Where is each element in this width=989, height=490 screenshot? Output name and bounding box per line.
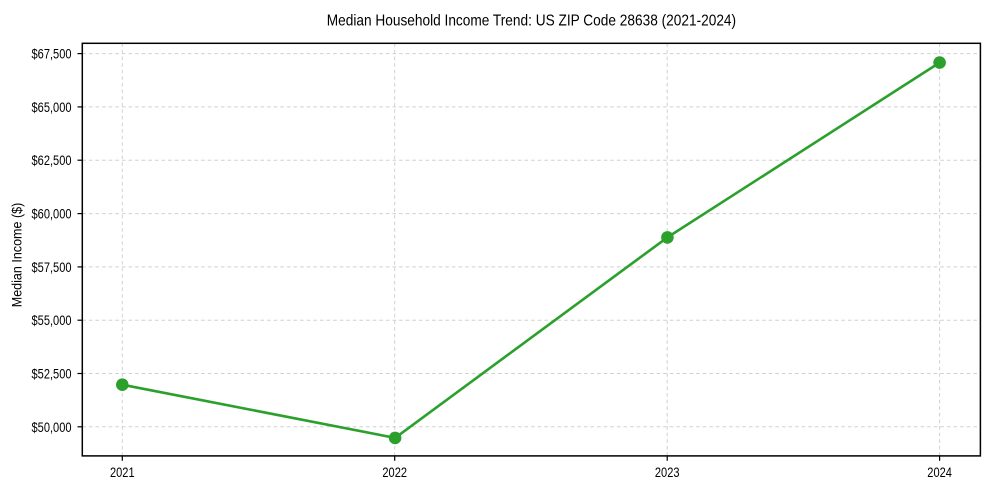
- svg-text:$50,000: $50,000: [32, 420, 72, 436]
- svg-text:2023: 2023: [655, 465, 680, 481]
- svg-text:2022: 2022: [382, 465, 407, 481]
- svg-text:Median Household Income Trend:: Median Household Income Trend: US ZIP Co…: [327, 13, 736, 30]
- svg-text:$52,500: $52,500: [32, 366, 72, 382]
- svg-text:$55,000: $55,000: [32, 313, 72, 329]
- svg-text:Median Income ($): Median Income ($): [9, 203, 25, 308]
- svg-text:$62,500: $62,500: [32, 153, 72, 169]
- svg-text:2024: 2024: [927, 465, 952, 481]
- svg-text:2021: 2021: [110, 465, 135, 481]
- svg-text:$67,500: $67,500: [32, 46, 72, 62]
- svg-text:$57,500: $57,500: [32, 260, 72, 276]
- svg-text:$65,000: $65,000: [32, 100, 72, 116]
- svg-text:$60,000: $60,000: [32, 206, 72, 222]
